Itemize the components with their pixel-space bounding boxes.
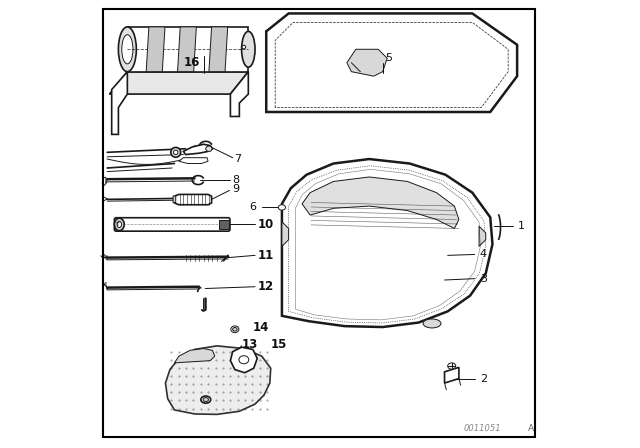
Polygon shape — [282, 159, 493, 327]
Ellipse shape — [242, 45, 246, 49]
Polygon shape — [174, 194, 212, 205]
Polygon shape — [479, 226, 486, 246]
Ellipse shape — [206, 146, 212, 151]
Text: T: T — [116, 222, 120, 227]
Polygon shape — [209, 27, 228, 72]
FancyBboxPatch shape — [115, 218, 230, 231]
Text: 1: 1 — [518, 221, 525, 231]
Text: 8: 8 — [233, 175, 240, 185]
Ellipse shape — [173, 150, 178, 155]
Polygon shape — [230, 347, 257, 373]
Text: 7: 7 — [234, 154, 241, 164]
Polygon shape — [102, 177, 106, 185]
Text: A: A — [529, 424, 534, 433]
Polygon shape — [445, 367, 459, 383]
Text: 16: 16 — [184, 56, 200, 69]
Text: 2: 2 — [480, 374, 487, 383]
Text: 13: 13 — [242, 337, 258, 351]
Polygon shape — [112, 72, 127, 134]
Polygon shape — [165, 346, 271, 414]
Polygon shape — [109, 72, 248, 94]
Polygon shape — [174, 349, 215, 363]
Ellipse shape — [118, 27, 136, 72]
Polygon shape — [302, 177, 459, 228]
Polygon shape — [146, 27, 165, 72]
Text: 11: 11 — [258, 249, 275, 262]
Polygon shape — [177, 27, 196, 72]
Polygon shape — [282, 222, 289, 246]
Text: 12: 12 — [258, 280, 275, 293]
Text: 5: 5 — [385, 53, 392, 63]
Text: 4: 4 — [480, 250, 487, 259]
Polygon shape — [127, 27, 248, 72]
Ellipse shape — [448, 363, 456, 369]
Text: 6: 6 — [250, 202, 257, 212]
Text: 15: 15 — [271, 337, 287, 351]
Text: 10: 10 — [258, 218, 275, 231]
Ellipse shape — [117, 221, 122, 228]
Ellipse shape — [233, 327, 237, 331]
Ellipse shape — [231, 326, 239, 332]
Text: 14: 14 — [253, 320, 269, 334]
Text: 3: 3 — [480, 274, 487, 284]
Ellipse shape — [115, 218, 124, 231]
Polygon shape — [179, 158, 208, 164]
Ellipse shape — [278, 205, 285, 210]
Bar — [220, 220, 229, 229]
Ellipse shape — [423, 319, 441, 328]
Text: 0011051: 0011051 — [463, 424, 501, 433]
Polygon shape — [173, 196, 176, 202]
Ellipse shape — [201, 396, 211, 403]
Polygon shape — [266, 13, 517, 112]
Polygon shape — [184, 144, 212, 155]
Ellipse shape — [171, 147, 180, 157]
Polygon shape — [230, 72, 248, 116]
Ellipse shape — [242, 31, 255, 67]
Ellipse shape — [203, 398, 209, 401]
Text: 9: 9 — [233, 184, 240, 194]
Ellipse shape — [122, 35, 133, 64]
Polygon shape — [347, 49, 387, 76]
